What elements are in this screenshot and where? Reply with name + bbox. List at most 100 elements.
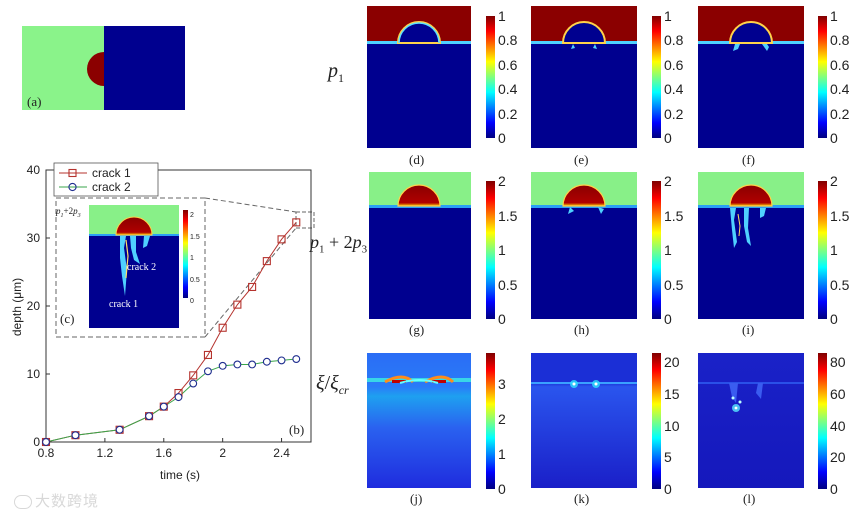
watermark: 大数跨境 xyxy=(14,490,99,511)
data-point-series-1 xyxy=(203,350,212,360)
label-c: (c) xyxy=(60,311,75,326)
data-point-series-2 xyxy=(203,367,212,376)
data-point-series-2 xyxy=(115,425,124,434)
colorbar-tick-row1: 0.6 xyxy=(664,56,684,73)
colorbar-tick-row1: 0.2 xyxy=(830,105,850,122)
x-tick-label: 1.2 xyxy=(97,446,114,460)
chart-series xyxy=(41,218,301,447)
initial-seed xyxy=(87,52,104,86)
panel-l xyxy=(698,353,804,488)
inset-crack-2: crack 2 xyxy=(127,262,157,273)
colorbar-tick-row2: 2 xyxy=(664,173,672,189)
colorbar-tick-row2: 1 xyxy=(498,242,506,258)
label-d: (d) xyxy=(409,152,425,167)
label-g: (g) xyxy=(409,322,425,337)
data-point-series-1 xyxy=(218,323,227,332)
panel-g xyxy=(369,172,471,319)
data-point-series-1 xyxy=(262,257,271,266)
panel-f xyxy=(698,6,804,148)
panel-e xyxy=(531,6,637,148)
legend-crack-2: crack 2 xyxy=(92,180,131,194)
colorbar-tick-row2: 1.5 xyxy=(830,207,850,224)
colorbar-tick-row2: 0 xyxy=(664,311,672,327)
data-point-series-1 xyxy=(189,371,198,380)
x-tick-label: 2.4 xyxy=(273,446,290,460)
colorbar-tick-row2: 0.5 xyxy=(830,276,850,293)
colorbar-tick-row1: 0.8 xyxy=(498,32,518,49)
colorbar-tick-l: 60 xyxy=(830,385,846,402)
y-tick-label: 20 xyxy=(27,299,41,313)
colorbar-tick-row1: 0.6 xyxy=(498,56,518,73)
label-i: (i) xyxy=(742,322,755,337)
axis-ticks: 0.8 1.2 1.6 2 2.4 0 10 20 30 40 xyxy=(27,163,291,460)
colorbar-tick-row1: 1 xyxy=(830,8,838,24)
colorbar-tick-row1: 1 xyxy=(664,8,672,24)
panel-a-initial-geometry xyxy=(22,26,185,110)
y-tick-label: 10 xyxy=(27,367,41,381)
chart-b: 0.8 1.2 1.6 2 2.4 0 10 20 30 40 xyxy=(27,163,312,460)
label-l: (l) xyxy=(743,491,756,506)
panel-i xyxy=(698,172,804,319)
label-j: (j) xyxy=(410,491,423,506)
colorbar-tick-k: 10 xyxy=(664,417,680,434)
y-tick-label: 30 xyxy=(27,231,41,245)
label-b: (b) xyxy=(289,422,305,437)
data-point-series-2 xyxy=(262,357,271,366)
label-h: (h) xyxy=(574,322,590,337)
label-a: (a) xyxy=(27,94,42,109)
colorbar-tick-row1: 0.2 xyxy=(664,105,684,122)
panel-h xyxy=(531,172,637,319)
panel-j xyxy=(367,353,471,488)
data-point-series-1 xyxy=(292,218,301,227)
data-point-series-2 xyxy=(189,379,198,388)
inset-colorbar-ticks: 2 1.5 1 0.5 0 xyxy=(190,212,200,305)
colorbar-tick-l: 80 xyxy=(830,354,846,370)
legend-crack-1: crack 1 xyxy=(92,166,131,180)
watermark-logo-icon xyxy=(14,494,32,509)
colorbar-tick-row1: 1 xyxy=(498,8,506,24)
inset-c xyxy=(55,197,315,338)
data-point-series-2 xyxy=(248,360,257,369)
x-tick-label: 0.8 xyxy=(38,446,55,460)
colorbar-tick-row1: 0.8 xyxy=(664,32,684,49)
colorbar-tick-row2: 0.5 xyxy=(498,276,518,293)
colorbar-tick-row2: 1 xyxy=(664,242,672,258)
inset-title: p1+2p3 xyxy=(56,206,81,219)
colorbar-tick-row1: 0.4 xyxy=(664,81,684,98)
colorbar-tick-row2: 1.5 xyxy=(498,207,518,224)
colorbar-tick-row2: 0.5 xyxy=(664,276,684,293)
y-tick-label: 0 xyxy=(33,435,40,449)
row-label-xi: ξ/ξcr xyxy=(316,372,349,397)
y-axis-label: depth (μm) xyxy=(10,277,25,337)
colorbar-tick-row2: 1 xyxy=(830,242,838,258)
data-point-series-2 xyxy=(174,393,183,402)
data-point-series-2 xyxy=(145,412,154,421)
colorbar-tick-row1: 0.4 xyxy=(830,81,850,98)
colorbar-tick-j: 3 xyxy=(498,376,506,392)
row-label-p1: p1 xyxy=(328,60,344,85)
data-point-series-2 xyxy=(218,361,227,370)
colorbar-tick-row1: 0 xyxy=(830,130,838,146)
label-f: (f) xyxy=(742,152,755,167)
colorbars xyxy=(486,16,827,489)
colorbar-tick-l: 40 xyxy=(830,417,846,434)
colorbar-tick-k: 15 xyxy=(664,385,680,402)
colorbar-tick-j: 0 xyxy=(498,481,506,497)
data-point-series-1 xyxy=(248,282,257,292)
x-tick-label: 1.6 xyxy=(155,446,172,460)
data-point-series-2 xyxy=(42,438,50,446)
x-tick-label: 2 xyxy=(219,446,226,460)
label-e: (e) xyxy=(574,152,589,167)
colorbar-tick-j: 1 xyxy=(498,446,506,462)
colorbar-tick-row1: 0.8 xyxy=(830,32,850,49)
data-point-series-2 xyxy=(159,402,168,411)
data-point-series-2 xyxy=(292,355,301,363)
data-point-series-2 xyxy=(71,431,80,440)
colorbar-tick-l: 20 xyxy=(830,449,846,466)
x-axis-label: time (s) xyxy=(160,468,200,482)
data-point-series-1 xyxy=(277,235,286,244)
colorbar-tick-row1: 0 xyxy=(498,130,506,146)
panel-k xyxy=(531,353,637,488)
colorbar-tick-row2: 2 xyxy=(830,173,838,189)
